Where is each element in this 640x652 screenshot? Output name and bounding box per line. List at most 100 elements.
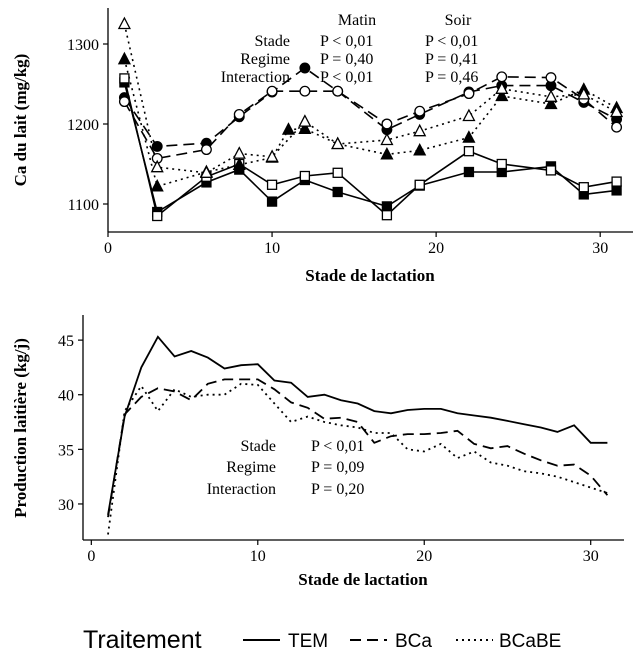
x-tick-label: 10 bbox=[264, 240, 280, 257]
data-point-bcabe-soir bbox=[232, 146, 246, 159]
x-tick-label: 20 bbox=[416, 548, 432, 565]
stats-matin-value: P < 0,01 bbox=[320, 33, 373, 50]
stats-row-label: Interaction bbox=[221, 69, 290, 86]
calcium-series bbox=[117, 16, 624, 222]
data-point-bcabe-matin bbox=[544, 96, 558, 110]
stats-row-label: Regime bbox=[226, 459, 276, 476]
stats-header-soir: Soir bbox=[445, 12, 472, 29]
data-point-tem-matin bbox=[463, 166, 475, 178]
data-point-bca-soir bbox=[414, 105, 426, 117]
x-tick-label: 10 bbox=[250, 548, 266, 565]
data-point-tem-soir bbox=[299, 170, 311, 182]
data-point-bca-matin bbox=[299, 62, 311, 74]
legend-label-tem: TEM bbox=[288, 631, 328, 652]
calcium-x-label: Stade de lactation bbox=[305, 266, 435, 285]
calcium-y-label: Ca du lait (mg/kg) bbox=[11, 54, 30, 187]
series-line-tem-soir bbox=[123, 78, 617, 218]
y-tick-label: 1300 bbox=[67, 37, 99, 54]
data-point-bcabe-soir bbox=[199, 165, 213, 178]
series-line-bca bbox=[107, 378, 609, 518]
calcium-x-ticks: 0 10 20 30 bbox=[104, 232, 608, 257]
data-point-bcabe-matin bbox=[117, 51, 131, 65]
x-tick-label: 0 bbox=[104, 240, 112, 257]
data-point-bcabe-soir bbox=[577, 86, 591, 100]
data-point-bcabe-soir bbox=[544, 89, 558, 102]
data-point-bcabe-matin bbox=[413, 142, 427, 156]
calcium-stats: Matin Soir Stade P < 0,01 P < 0,01 Regim… bbox=[221, 12, 479, 86]
data-point-tem-soir bbox=[496, 158, 507, 170]
data-point-bcabe-matin bbox=[495, 88, 509, 102]
y-tick-label: 45 bbox=[58, 333, 74, 350]
production-y-label: Production laitière (kg/j) bbox=[11, 338, 30, 518]
calcium-y-ticks: 1100 1200 1300 bbox=[67, 37, 108, 214]
data-point-tem-soir bbox=[545, 165, 557, 176]
data-point-tem-soir bbox=[611, 176, 622, 187]
production-series bbox=[107, 335, 609, 535]
data-point-bcabe-matin bbox=[462, 130, 476, 143]
data-point-tem-soir bbox=[414, 179, 425, 190]
data-point-tem-soir bbox=[119, 73, 130, 84]
data-point-bca-soir bbox=[118, 96, 130, 108]
data-point-bcabe-soir bbox=[298, 114, 312, 127]
y-tick-label: 1200 bbox=[67, 117, 99, 134]
data-point-bca-soir bbox=[332, 85, 344, 97]
data-point-bca-soir bbox=[381, 118, 393, 130]
x-tick-label: 0 bbox=[87, 548, 95, 565]
series-line-tem bbox=[107, 335, 608, 516]
data-point-bcabe-soir bbox=[610, 104, 624, 118]
data-point-tem-matin bbox=[266, 196, 278, 207]
stats-row-label: Interaction bbox=[207, 481, 276, 498]
stats-value: P < 0,01 bbox=[311, 438, 364, 455]
x-tick-label: 20 bbox=[428, 240, 444, 257]
data-point-bcabe-matin bbox=[150, 178, 164, 192]
data-point-bca-soir bbox=[200, 144, 212, 156]
production-y-ticks: 30 35 40 45 bbox=[58, 333, 83, 514]
data-point-bcabe-soir bbox=[413, 123, 427, 137]
data-point-tem-matin bbox=[332, 186, 343, 198]
data-point-bca-soir bbox=[299, 85, 311, 97]
data-point-tem-soir bbox=[463, 146, 475, 157]
data-point-bca-soir bbox=[463, 88, 475, 100]
x-tick-label: 30 bbox=[592, 240, 608, 257]
data-point-bcabe-matin bbox=[232, 157, 246, 170]
data-point-tem-soir bbox=[332, 167, 343, 178]
data-point-tem-soir bbox=[578, 182, 589, 193]
stats-soir-value: P = 0,41 bbox=[425, 51, 478, 68]
data-point-tem-matin bbox=[611, 185, 622, 196]
production-stats: Stade P < 0,01 Regime P = 0,09 Interacti… bbox=[207, 438, 365, 498]
data-point-bcabe-matin bbox=[298, 121, 312, 134]
y-tick-label: 40 bbox=[58, 388, 74, 405]
data-point-bcabe-soir bbox=[117, 16, 131, 30]
x-tick-label: 30 bbox=[583, 548, 599, 565]
data-point-bca-soir bbox=[611, 121, 623, 133]
stats-header-matin: Matin bbox=[338, 12, 376, 29]
data-point-bca-soir bbox=[233, 108, 245, 120]
legend-label-bcabe: BCaBE bbox=[499, 631, 561, 652]
stats-matin-value: P < 0,01 bbox=[320, 69, 373, 86]
data-point-tem-matin bbox=[381, 201, 393, 212]
series-line-tem-matin bbox=[123, 82, 617, 214]
stats-soir-value: P < 0,01 bbox=[425, 33, 478, 50]
data-point-tem-soir bbox=[381, 210, 393, 221]
data-point-bcabe-soir bbox=[265, 149, 279, 162]
data-point-bcabe-soir bbox=[150, 159, 164, 173]
data-point-bcabe-soir bbox=[495, 81, 509, 94]
series-line-bca-soir bbox=[123, 75, 618, 160]
y-tick-label: 1100 bbox=[68, 197, 99, 214]
data-point-bcabe-soir bbox=[462, 108, 476, 122]
data-point-bcabe-soir bbox=[331, 136, 345, 150]
data-point-bca-matin bbox=[151, 140, 163, 152]
stats-value: P = 0,20 bbox=[311, 481, 364, 498]
stats-row-label: Stade bbox=[240, 438, 276, 455]
data-point-bcabe-matin bbox=[380, 146, 394, 160]
stats-soir-value: P = 0,46 bbox=[425, 69, 478, 86]
data-point-bcabe-matin bbox=[281, 122, 296, 135]
data-point-tem-soir bbox=[152, 210, 163, 222]
stats-value: P = 0,09 bbox=[311, 459, 364, 476]
legend: Traitement TEM BCa BCaBE bbox=[83, 626, 561, 652]
series-line-bca-matin bbox=[123, 67, 617, 148]
series-line-bcabe-soir bbox=[123, 23, 617, 174]
data-point-tem-soir bbox=[266, 179, 278, 190]
